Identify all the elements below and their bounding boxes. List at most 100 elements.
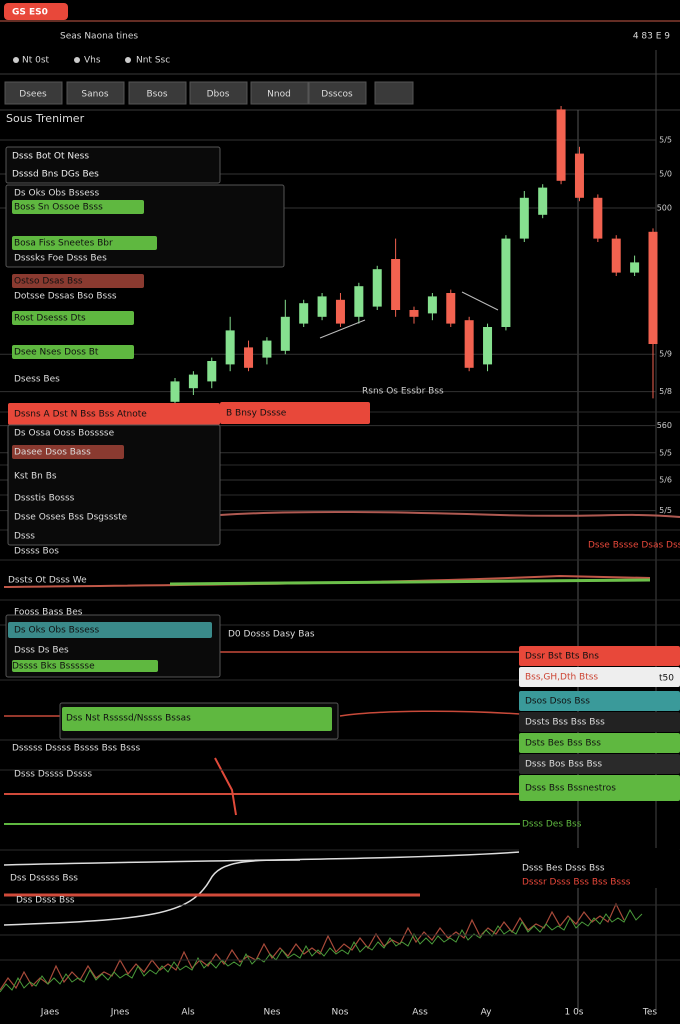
- candle-body: [593, 197, 603, 239]
- y-tick-label: 560: [657, 421, 672, 430]
- label: Sanos: [81, 90, 108, 100]
- label: Nt 0st: [22, 56, 50, 66]
- label: Dsse Osses Bss Dsgssste: [14, 513, 128, 523]
- row: [519, 691, 680, 711]
- label: Jaes: [40, 1008, 60, 1018]
- toolbar-button[interactable]: [308, 81, 367, 105]
- label: Dsss Des Bss: [522, 820, 582, 830]
- label: Nnt Ssc: [136, 56, 170, 66]
- label: Vhs: [84, 56, 101, 66]
- label: Rost Dsesss Dts: [14, 314, 86, 324]
- indicator-line: [4, 710, 521, 717]
- candle-body: [519, 197, 529, 239]
- label: Nos: [332, 1008, 349, 1018]
- row: [519, 646, 680, 666]
- label: Dsssr Dsss Bss Bss Bsss: [522, 878, 631, 888]
- label: Nnod: [267, 90, 291, 100]
- toolbar-button[interactable]: [128, 81, 187, 105]
- volume-wave: [0, 908, 643, 993]
- label: Dasee Dsos Bass: [14, 448, 91, 458]
- candle-body: [225, 330, 235, 365]
- row: [519, 733, 680, 753]
- toolbar-button[interactable]: [4, 81, 63, 105]
- label: Als: [181, 1008, 195, 1018]
- label: Ostso Dsas Bss: [14, 277, 83, 287]
- label: Dsss Bss Bssnestros: [525, 784, 616, 794]
- toolbar-button[interactable]: [250, 81, 309, 105]
- label: Bosa Fiss Sneetes Bbr: [14, 239, 113, 249]
- label: Dss Nst Rssssd/Nssss Bssas: [66, 714, 191, 724]
- volume-wave: [0, 902, 625, 991]
- header-status: 4 83 E 9: [633, 32, 670, 42]
- label: Ds Ossa Ooss Bosssse: [14, 429, 115, 439]
- label: Nes: [264, 1008, 281, 1018]
- toolbar-button[interactable]: [374, 81, 414, 105]
- highlight: [12, 274, 144, 288]
- candle-body: [574, 153, 584, 198]
- candle-body: [335, 299, 345, 324]
- highlight: [12, 311, 134, 325]
- label: Dsssks Foe Dsss Bes: [14, 254, 107, 264]
- candle-body: [630, 262, 640, 273]
- toolbar-button[interactable]: [189, 81, 248, 105]
- arrow: [214, 757, 237, 816]
- row: [519, 712, 680, 732]
- row: [519, 667, 680, 687]
- radio[interactable]: [74, 57, 80, 63]
- candle-body: [244, 347, 254, 368]
- panel: [7, 424, 221, 546]
- highlight: [12, 660, 158, 672]
- label: Dsse Bssse Dsas Dssss Dssse: [588, 541, 680, 551]
- y-tick-label: 5/5: [659, 506, 672, 515]
- candle-body: [262, 340, 272, 358]
- label: Bsos: [146, 90, 167, 100]
- label: Dss Dsssss Bss: [10, 874, 78, 884]
- candle-body: [188, 374, 198, 389]
- header-title: Seas Naona tines: [60, 32, 138, 42]
- candle-body: [538, 187, 548, 215]
- candle-body: [317, 296, 327, 317]
- badge-text: GS ES0: [12, 8, 48, 18]
- label: Dsees: [19, 90, 47, 100]
- note-box: [519, 848, 680, 888]
- candle-body: [446, 293, 456, 324]
- indicator-line: [219, 510, 680, 518]
- label: Dssts Ot Dsss We: [8, 576, 87, 586]
- y-tick-label: 5/6: [659, 476, 672, 485]
- label: Dsss Bot Ot Ness: [12, 152, 89, 162]
- label: Dssts Bss Bss Bss: [525, 718, 605, 728]
- label: Dsssd Bns DGs Bes: [12, 170, 99, 180]
- candle-body: [391, 259, 401, 310]
- label: Boss Sn Ossoe Bsss: [14, 203, 103, 213]
- label: t50: [659, 674, 674, 684]
- row: [519, 754, 680, 774]
- candle-body: [464, 320, 474, 368]
- label: Ds Oks Obs Bssess: [14, 189, 99, 199]
- candle-body: [556, 109, 566, 181]
- candle-body: [372, 269, 382, 307]
- label: Dsss Bes Dsss Bss: [522, 864, 605, 874]
- label: Dssr Bst Bts Bns: [525, 652, 599, 662]
- label: Dssss Bks Bssssse: [12, 662, 95, 672]
- label: Dotsse Dssas Bso Bsss: [14, 292, 117, 302]
- label: Rsns Os Essbr Bss: [362, 387, 444, 397]
- label: Dsos Dsos Bss: [525, 697, 590, 707]
- radio[interactable]: [13, 57, 19, 63]
- label: B Bnsy Dssse: [226, 409, 287, 419]
- candle-body: [207, 361, 217, 382]
- candle-body: [611, 238, 621, 273]
- label: D0 Dosss Dasy Bas: [228, 630, 315, 640]
- label: Kst Bn Bs: [14, 472, 57, 482]
- label: Ass: [412, 1008, 428, 1018]
- candle-body: [501, 238, 511, 327]
- y-tick-label: 5/5: [659, 448, 672, 457]
- y-tick-label: 5/9: [659, 350, 672, 359]
- label: Fooss Bass Bes: [14, 608, 83, 618]
- indicator-line: [3, 849, 680, 866]
- radio[interactable]: [125, 57, 131, 63]
- y-tick-label: 500: [657, 204, 672, 213]
- highlight: [12, 345, 134, 359]
- toolbar-button[interactable]: [66, 81, 125, 105]
